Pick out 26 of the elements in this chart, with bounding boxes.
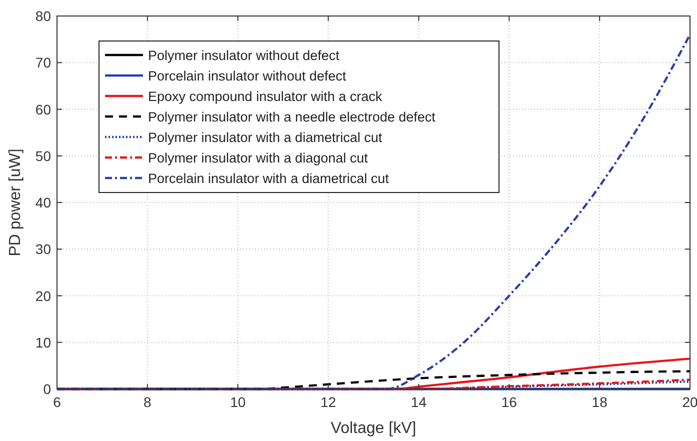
legend-label: Polymer insulator with a diagonal cut	[148, 150, 368, 166]
y-tick-label: 20	[35, 288, 52, 304]
y-tick-label: 70	[35, 54, 52, 71]
legend-label: Porcelain insulator without defect	[148, 68, 346, 84]
y-tick-label: 30	[35, 241, 52, 258]
legend-label: Polymer insulator without defect	[148, 48, 340, 63]
legend-label: Polymer insulator with a diametrical cut	[148, 130, 382, 145]
y-tick-label: 50	[35, 148, 52, 164]
x-axis-title: Voltage [kV]	[330, 420, 416, 437]
x-tick-label: 18	[592, 394, 608, 410]
x-tick-label: 12	[320, 394, 336, 410]
legend-label: Epoxy compound insulator with a crack	[148, 89, 382, 104]
y-tick-label: 10	[35, 334, 52, 350]
x-tick-label: 6	[53, 394, 62, 410]
y-tick-label: 80	[35, 8, 52, 24]
x-tick-label: 16	[501, 394, 518, 410]
x-tick-label: 14	[410, 394, 427, 410]
y-tick-label: 0	[43, 381, 52, 397]
legend-label: Porcelain insulator with a diametrical cut	[148, 171, 390, 186]
legend-label: Polymer insulator with a needle electrode defect	[148, 110, 436, 124]
y-tick-label: 60	[35, 101, 52, 118]
x-tick-label: 20	[682, 394, 697, 410]
y-axis-title: PD power [uW]	[7, 148, 24, 256]
x-tick-label: 8	[144, 394, 152, 410]
x-tick-label: 10	[230, 394, 246, 410]
y-tick-label: 40	[35, 194, 52, 210]
